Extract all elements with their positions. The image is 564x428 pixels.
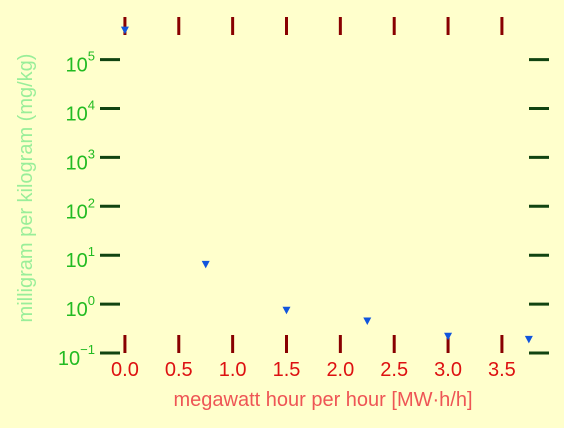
- y-tick-label: 103: [66, 146, 95, 174]
- y-tick-base: 10: [58, 348, 80, 370]
- x-tick-label: 0.0: [111, 359, 139, 381]
- data-point: [444, 332, 453, 341]
- y-tick-label: 104: [66, 97, 95, 125]
- y-tick-exponent: 0: [88, 293, 95, 308]
- y-tick-exponent: 4: [88, 97, 95, 112]
- x-tick-label: 3.0: [434, 359, 462, 381]
- data-point: [120, 26, 129, 35]
- y-tick-exponent: 1: [88, 244, 95, 259]
- data-point: [282, 306, 291, 315]
- y-tick-base: 10: [66, 250, 88, 272]
- y-tick-label: 100: [66, 293, 95, 321]
- y-tick-exponent: −1: [80, 342, 95, 357]
- x-axis-ticks: 0.0 0.5 1.0 1.5 2.0 2.5 3.0 3.5: [111, 17, 516, 381]
- y-tick-base: 10: [66, 201, 88, 223]
- data-points: [120, 26, 533, 344]
- y-tick-exponent: 3: [88, 146, 95, 161]
- y-tick-label: 10−1: [58, 342, 95, 370]
- x-tick-label: 2.0: [326, 359, 354, 381]
- x-tick-label: 1.5: [273, 359, 301, 381]
- y-tick-base: 10: [66, 152, 88, 174]
- x-tick-label: 0.5: [165, 359, 193, 381]
- x-tick-label: 3.5: [488, 359, 516, 381]
- x-tick-label: 1.0: [219, 359, 247, 381]
- y-tick-exponent: 5: [88, 49, 95, 64]
- data-point: [363, 317, 372, 326]
- x-axis-label: megawatt hour per hour [MW·h/h]: [173, 389, 472, 411]
- y-tick-label: 102: [66, 195, 95, 223]
- y-axis-label: milligram per kilogram (mg/kg): [15, 54, 37, 323]
- y-tick-base: 10: [66, 103, 88, 125]
- y-tick-label: 101: [66, 244, 95, 272]
- x-tick-label: 2.5: [380, 359, 408, 381]
- y-tick-exponent: 2: [88, 195, 95, 210]
- y-tick-base: 10: [66, 299, 88, 321]
- y-tick-base: 10: [66, 55, 88, 77]
- y-tick-label: 105: [66, 49, 95, 77]
- data-point: [201, 260, 210, 269]
- data-point: [524, 335, 533, 344]
